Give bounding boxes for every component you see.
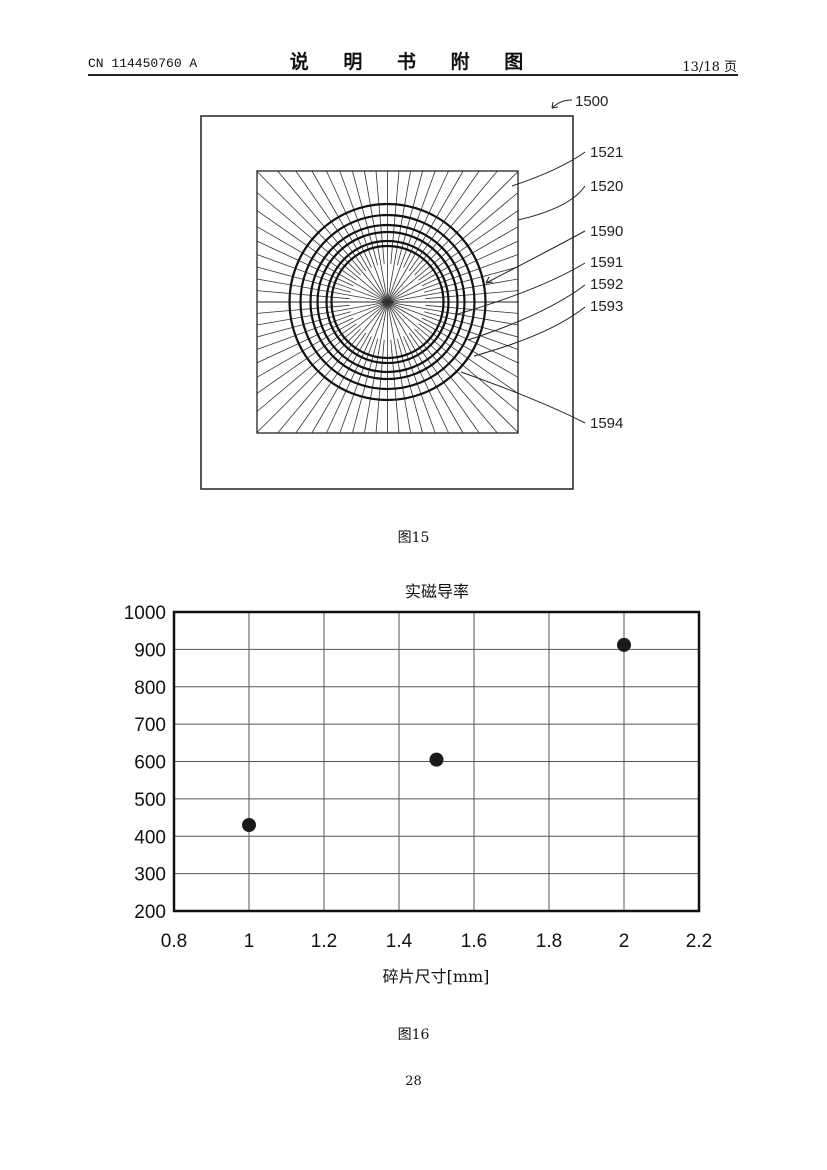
- radial-line: [387, 192, 519, 303]
- label-1593: 1593: [590, 298, 623, 315]
- y-tick-label: 800: [134, 678, 166, 699]
- radial-line: [414, 171, 519, 276]
- figure-15-caption: 图15: [397, 530, 430, 546]
- radial-line: [387, 278, 519, 303]
- ring: [316, 230, 459, 374]
- radial-line: [277, 170, 388, 303]
- radial-line: [387, 301, 519, 412]
- outer-frame: [200, 115, 574, 490]
- label-1591: 1591: [590, 254, 623, 271]
- radial-line: [256, 290, 350, 300]
- radial-line: [387, 301, 519, 378]
- radial-line: [277, 301, 388, 434]
- radial-line: [256, 226, 388, 303]
- radial-line: [364, 170, 388, 303]
- header-rule: [88, 74, 738, 76]
- ring: [325, 239, 450, 365]
- y-tick-label: 200: [134, 902, 166, 923]
- ring: [299, 213, 476, 391]
- label-1592: 1592: [590, 276, 623, 293]
- radial-line: [256, 301, 388, 378]
- label-1521: 1521: [590, 144, 623, 161]
- x-tick-label: 1.6: [461, 931, 487, 952]
- radial-line: [387, 301, 464, 434]
- radial-line: [387, 226, 519, 303]
- radial-line: [425, 304, 519, 314]
- chart-title: 实磁导率: [405, 582, 469, 601]
- y-tick-label: 1000: [124, 603, 166, 624]
- label-1590: 1590: [590, 223, 623, 240]
- chart-grid: [172, 610, 701, 913]
- data-point: [617, 637, 631, 652]
- y-tick-label: 500: [134, 790, 166, 811]
- y-tick-label: 600: [134, 753, 166, 774]
- y-tick-label: 400: [134, 827, 166, 848]
- data-point: [429, 752, 444, 767]
- section-title: 说 明 书 附 图: [289, 51, 538, 73]
- ring: [330, 244, 445, 360]
- radial-line: [256, 301, 388, 412]
- x-tick-label: 2: [619, 931, 630, 952]
- data-point: [242, 818, 256, 833]
- patent-number: CN 114450760 A: [88, 56, 198, 71]
- y-tick-labels: 200 300 400 500 600 700 800 900 1000: [124, 603, 166, 923]
- x-tick-labels: 0.8 1 1.2 1.4 1.6 1.8 2 2.2: [161, 931, 712, 952]
- ring: [309, 223, 466, 381]
- x-tick-label: 1.4: [386, 931, 413, 952]
- ring: [288, 202, 487, 402]
- radial-line: [387, 170, 498, 303]
- radial-line: [311, 170, 388, 303]
- radial-line: [387, 301, 519, 326]
- figure-16-caption: 图16: [397, 1027, 430, 1043]
- label-1594: 1594: [590, 415, 623, 432]
- x-tick-label: 0.8: [161, 931, 187, 952]
- radial-line: [256, 278, 388, 303]
- label-1520: 1520: [590, 178, 623, 195]
- radial-line: [414, 328, 519, 433]
- x-tick-label: 2.2: [686, 931, 712, 952]
- concentric-rings: [288, 202, 487, 402]
- radial-line: [387, 170, 464, 303]
- x-axis-label: 碎片尺寸[mm]: [383, 967, 490, 986]
- radial-line: [375, 170, 385, 265]
- radial-line: [364, 301, 388, 434]
- x-tick-label: 1.2: [311, 931, 337, 952]
- leader-lines: [457, 99, 586, 424]
- radial-line: [387, 170, 411, 303]
- plot-frame: [172, 610, 701, 913]
- data-points: [242, 637, 631, 833]
- radial-line: [256, 328, 361, 433]
- page-number: 28: [405, 1074, 422, 1089]
- radial-line: [387, 301, 498, 434]
- radial-line: [425, 290, 519, 300]
- radial-line: [390, 170, 400, 265]
- y-tick-label: 700: [134, 715, 166, 736]
- radial-line: [256, 304, 350, 314]
- radial-line: [390, 339, 400, 434]
- x-tick-label: 1.8: [536, 931, 562, 952]
- figure-15-drawing: 1500 1521 1520 1590 1591 1592 1593 1594: [200, 93, 623, 490]
- radial-line: [256, 171, 361, 276]
- radial-line: [375, 339, 385, 434]
- page-count: 13/18 页: [682, 60, 737, 75]
- x-tick-label: 1: [244, 931, 255, 952]
- radial-line: [311, 301, 388, 434]
- radial-line: [387, 301, 411, 434]
- y-tick-label: 300: [134, 865, 166, 886]
- radial-line: [256, 192, 388, 303]
- radial-line: [256, 301, 388, 326]
- y-tick-label: 900: [134, 640, 166, 661]
- label-1500: 1500: [575, 93, 608, 110]
